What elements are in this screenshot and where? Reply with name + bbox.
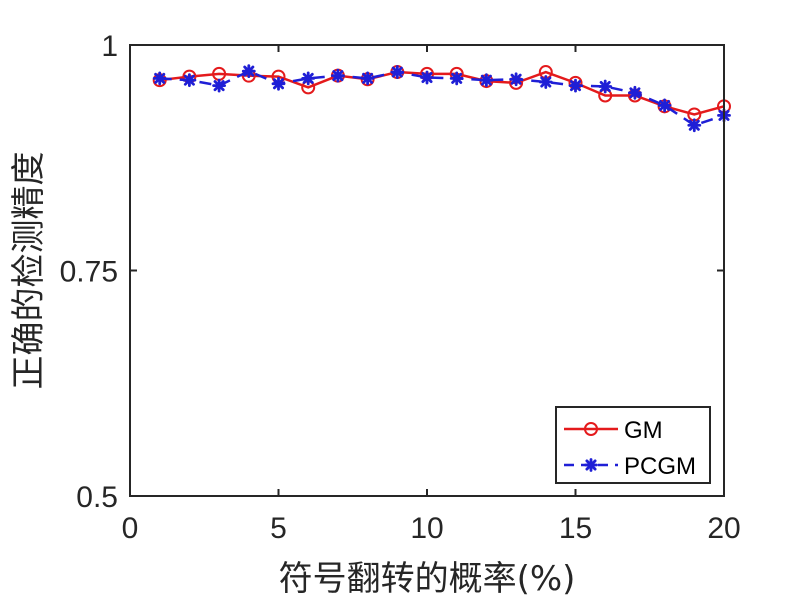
data-point-pcgm xyxy=(241,64,256,79)
data-point-pcgm xyxy=(301,71,316,86)
y-tick-label: 0.75 xyxy=(60,256,118,289)
data-point-pcgm xyxy=(271,76,286,91)
data-point-pcgm xyxy=(390,65,405,79)
data-point-pcgm xyxy=(568,78,583,93)
marker-stroke xyxy=(213,80,225,92)
x-tick-label: 15 xyxy=(559,512,592,545)
marker-stroke xyxy=(688,119,700,131)
marker-stroke xyxy=(510,73,522,85)
series-pcgm xyxy=(152,64,731,133)
x-tick-label: 20 xyxy=(707,512,740,545)
y-tick-label: 0.5 xyxy=(76,481,118,514)
marker-stroke xyxy=(362,72,374,84)
data-point-pcgm xyxy=(360,71,375,86)
data-point-pcgm xyxy=(152,71,167,86)
y-axis-title: 正确的检测精度 xyxy=(9,152,49,390)
data-point-pcgm xyxy=(479,73,494,88)
data-point-pcgm xyxy=(657,98,672,113)
legend: GM PCGM xyxy=(555,406,711,484)
marker-stroke xyxy=(243,65,255,77)
marker-stroke xyxy=(659,99,671,111)
marker-stroke xyxy=(451,72,463,84)
marker-stroke xyxy=(585,459,597,471)
x-tick-label: 10 xyxy=(410,512,443,545)
legend-label-gm: GM xyxy=(624,417,663,444)
data-point-pcgm xyxy=(330,68,345,83)
marker-stroke xyxy=(480,74,492,86)
x-tick-label: 0 xyxy=(122,512,139,545)
ticks-layer: 0 5 10 15 20 0.5 0.75 1 xyxy=(60,30,741,545)
series-layer xyxy=(152,64,731,133)
marker-stroke xyxy=(183,74,195,86)
legend-marker-gm xyxy=(584,422,598,436)
y-tick-label: 1 xyxy=(101,30,118,63)
series-line-pcgm xyxy=(159,69,725,127)
x-tick-label: 5 xyxy=(270,512,287,545)
legend-label-pcgm: PCGM xyxy=(624,453,696,480)
legend-box xyxy=(555,406,711,484)
marker-stroke xyxy=(421,71,433,83)
marker-stroke xyxy=(302,72,314,84)
data-point-pcgm xyxy=(509,72,523,87)
data-point-pcgm xyxy=(449,71,464,86)
data-point-pcgm xyxy=(182,73,197,88)
marker-stroke xyxy=(540,76,552,88)
marker-stroke xyxy=(629,87,641,99)
marker-stroke xyxy=(154,72,166,84)
data-point-pcgm xyxy=(420,70,434,85)
marker-stroke xyxy=(599,80,611,93)
marker-stroke xyxy=(569,80,582,92)
data-point-pcgm xyxy=(598,79,613,94)
data-point-pcgm xyxy=(212,78,227,93)
marker-stroke xyxy=(391,66,403,78)
marker-stroke xyxy=(332,70,344,82)
legend-marker-pcgm xyxy=(584,458,598,472)
data-point-pcgm xyxy=(538,75,553,89)
data-point-pcgm xyxy=(687,118,702,133)
x-axis-title: 符号翻转的概率(%) xyxy=(279,559,576,599)
data-point-pcgm xyxy=(628,85,642,100)
marker-stroke xyxy=(272,78,285,90)
